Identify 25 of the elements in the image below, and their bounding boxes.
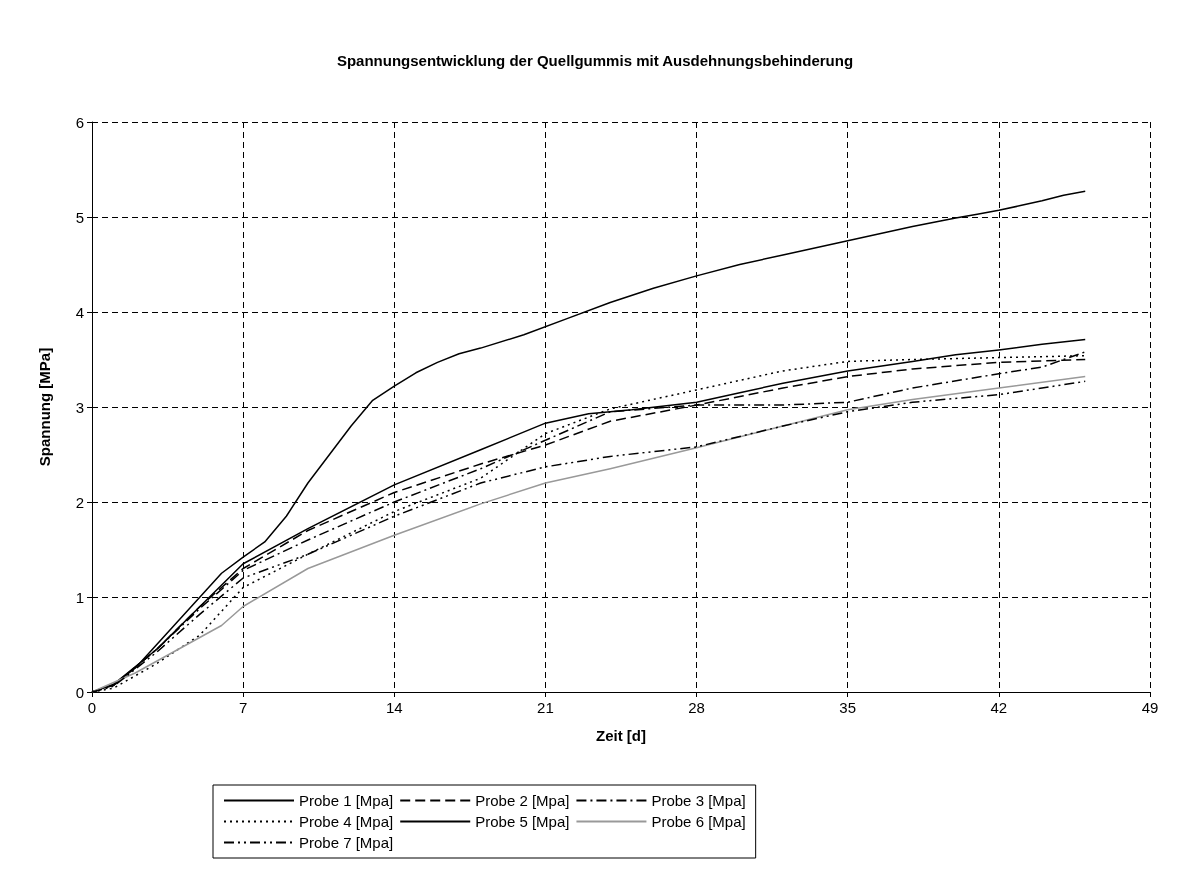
x-tick-label: 35 [839, 699, 857, 716]
x-tick-label: 28 [688, 699, 705, 716]
legend-label: Probe 2 [Mpa] [475, 792, 570, 809]
x-axis-title: Zeit [d] [596, 727, 646, 744]
y-tick-label: 1 [75, 588, 84, 606]
y-tick-label: 5 [75, 208, 84, 226]
x-tick-label: 0 [87, 699, 97, 716]
x-tick-label: 7 [238, 699, 248, 716]
x-tick-label: 21 [537, 699, 554, 716]
legend-label: Probe 3 [Mpa] [651, 792, 746, 809]
x-tick-label: 14 [385, 699, 403, 716]
y-tick-label: 4 [75, 303, 84, 321]
y-tick-label: 0 [75, 683, 84, 701]
x-tick-label: 49 [1141, 699, 1159, 716]
legend-label: Probe 6 [Mpa] [651, 813, 746, 830]
y-tick-label: 2 [75, 493, 84, 511]
y-tick-label: 3 [75, 398, 84, 416]
y-tick-label: 6 [75, 113, 84, 131]
x-tick-label: 42 [990, 699, 1008, 716]
legend-label: Probe 4 [Mpa] [299, 813, 394, 830]
y-axis-title: Spannung [MPa] [36, 347, 53, 467]
legend-label: Probe 5 [Mpa] [475, 813, 570, 830]
legend-label: Probe 1 [Mpa] [299, 792, 394, 809]
chart-title: Spannungsentwicklung der Quellgummis mit Ausdehnungsbehinderung [336, 52, 854, 69]
legend-label: Probe 7 [Mpa] [299, 834, 394, 851]
